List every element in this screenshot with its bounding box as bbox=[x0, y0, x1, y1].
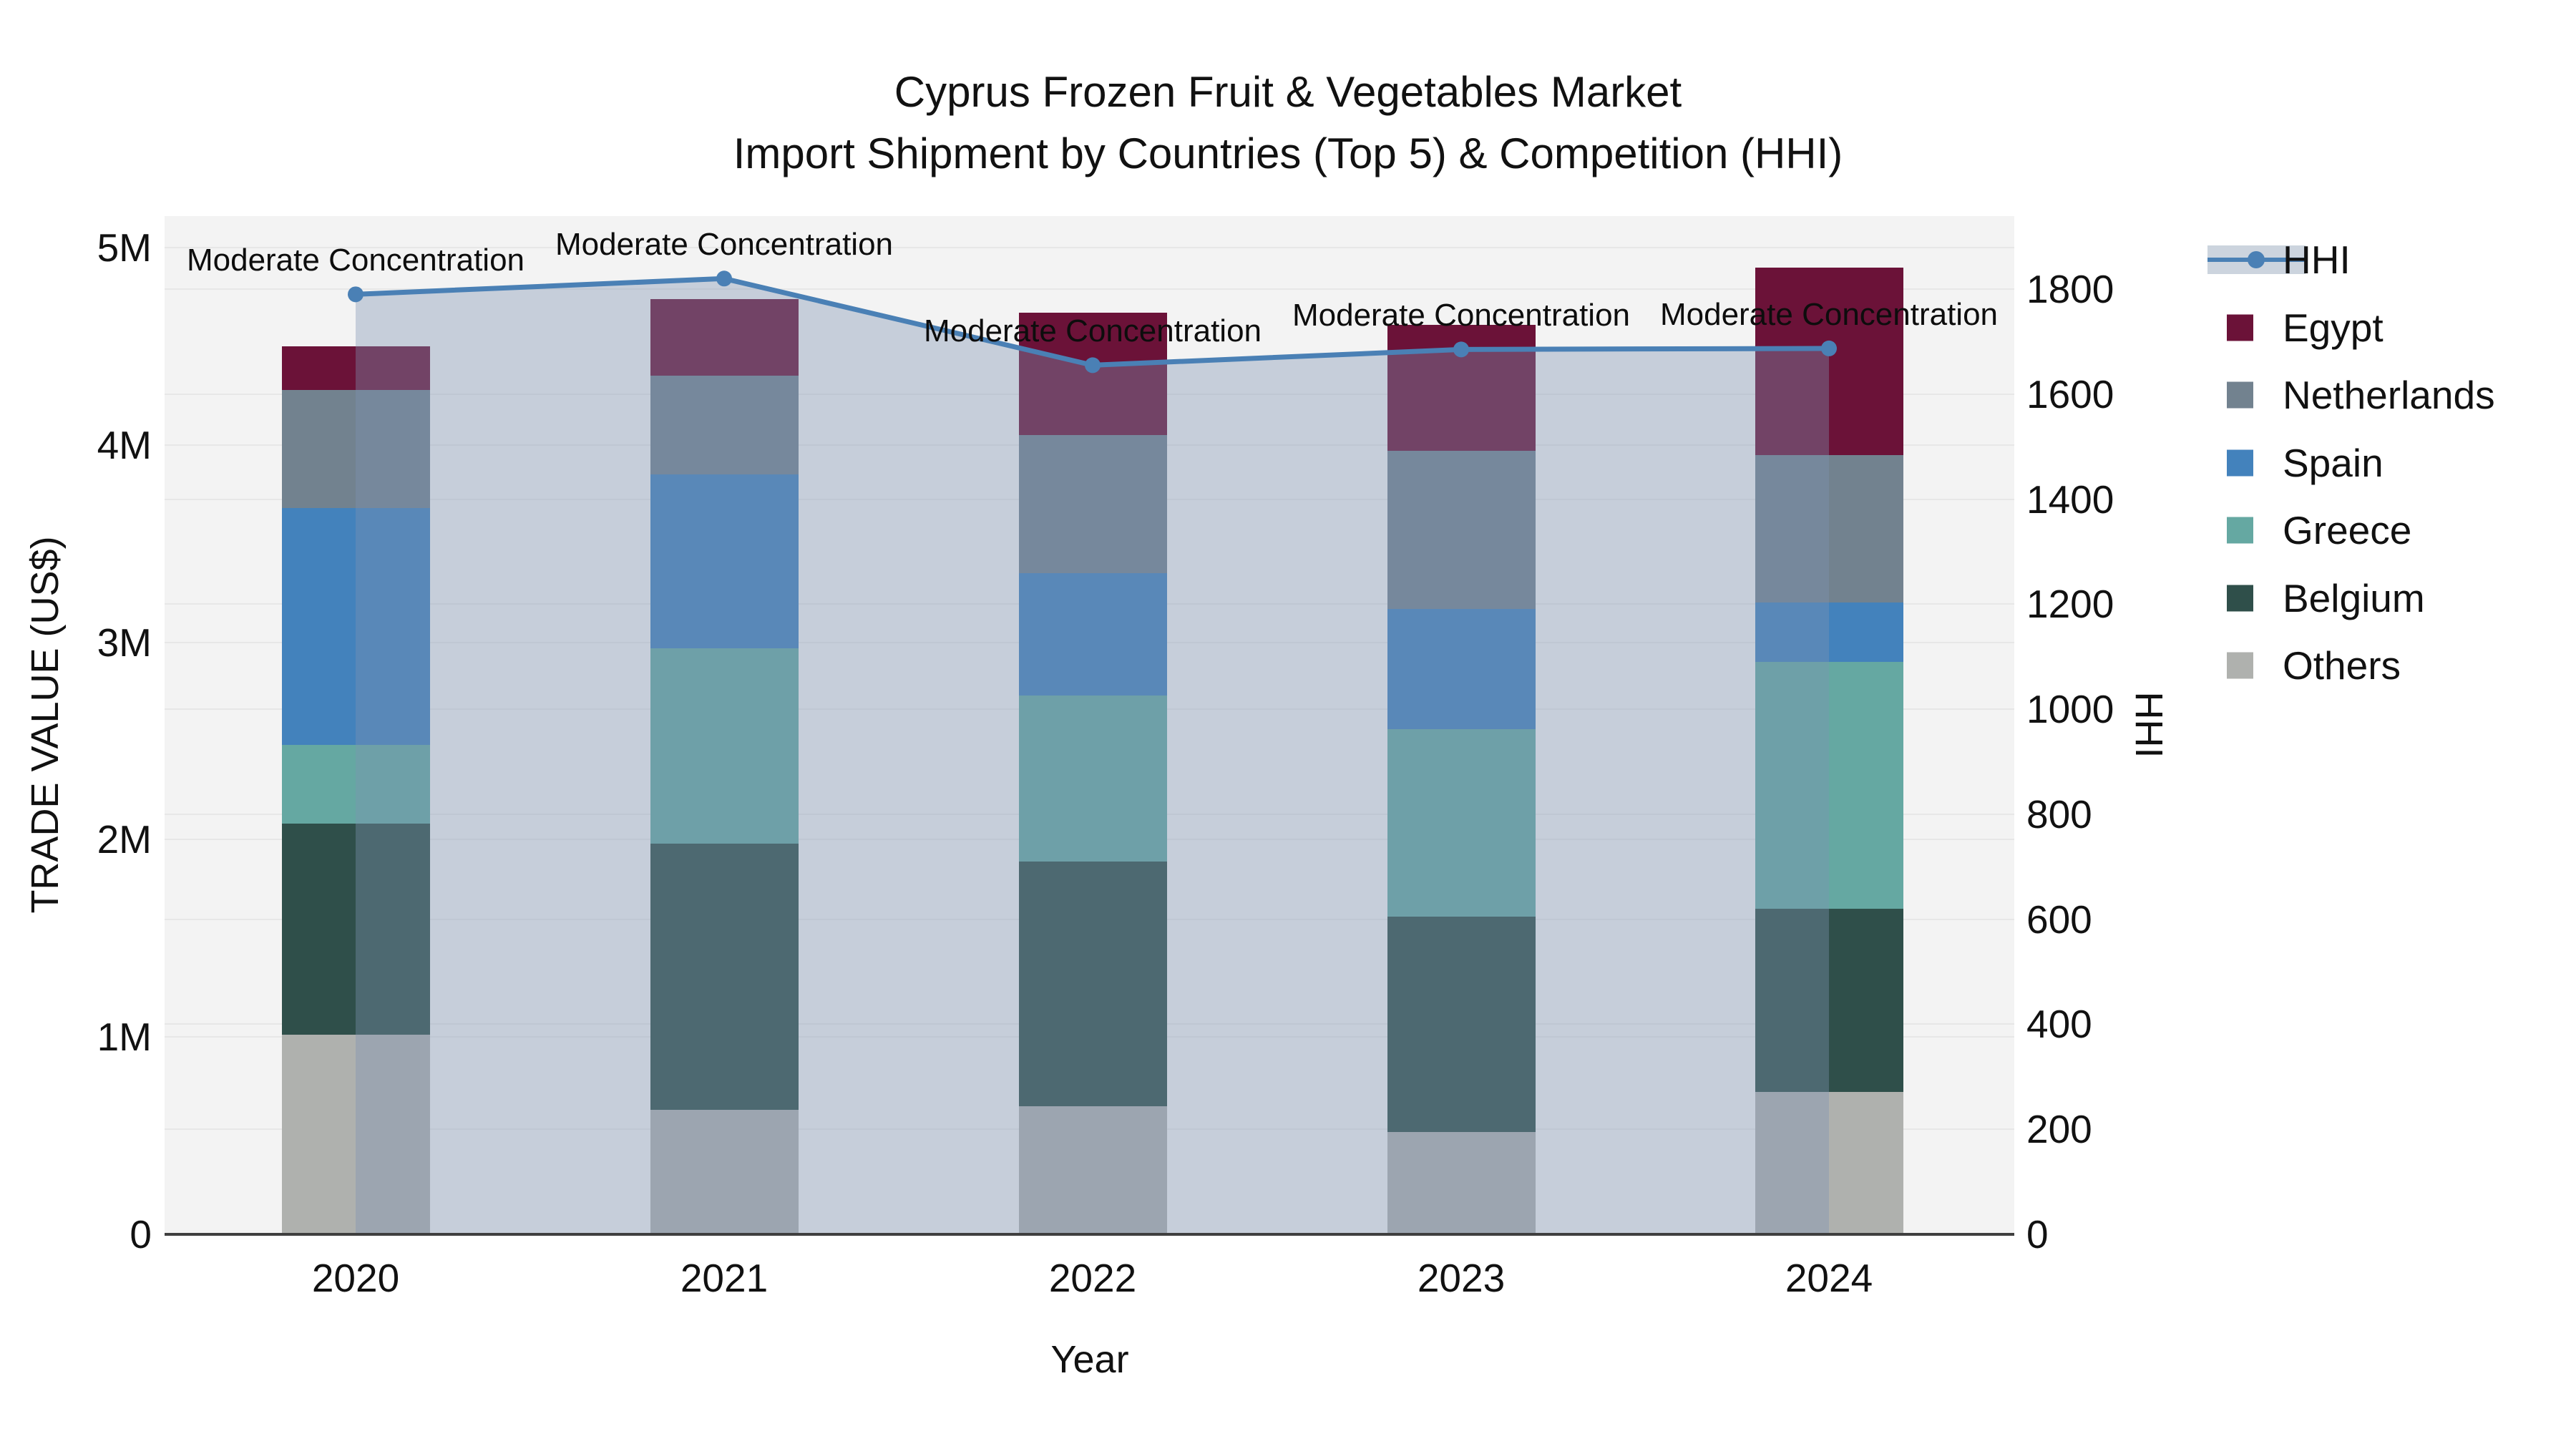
hhi-line-sample bbox=[2207, 245, 2306, 274]
y-right-tick-label: 400 bbox=[2026, 1002, 2092, 1047]
legend-label: Others bbox=[2283, 643, 2401, 688]
gridline bbox=[165, 247, 2014, 248]
y-right-tick-label: 1800 bbox=[2026, 266, 2114, 311]
bar-segment-greece-2021[interactable] bbox=[650, 648, 799, 844]
hhi-marker-2022[interactable] bbox=[1085, 357, 1101, 374]
bar-segment-others-2020[interactable] bbox=[281, 1035, 430, 1234]
x-tick-label: 2020 bbox=[311, 1256, 400, 1300]
legend-label: Spain bbox=[2283, 440, 2384, 485]
x-tick-label: 2023 bbox=[1417, 1256, 1506, 1300]
bar-segment-others-2022[interactable] bbox=[1018, 1106, 1167, 1234]
chart-title: Cyprus Frozen Fruit & Vegetables Market … bbox=[0, 62, 2576, 185]
legend-color-swatch bbox=[2227, 585, 2253, 611]
legend-label: Belgium bbox=[2283, 575, 2425, 620]
y-right-tick-label: 0 bbox=[2026, 1212, 2049, 1257]
hhi-marker-2020[interactable] bbox=[348, 286, 364, 303]
y-left-tick-label: 5M bbox=[97, 225, 152, 270]
y-right-tick-label: 800 bbox=[2026, 791, 2092, 836]
bar-segment-netherlands-2023[interactable] bbox=[1387, 451, 1536, 609]
hhi-marker-2024[interactable] bbox=[1821, 340, 1837, 356]
x-axis-title: Year bbox=[1050, 1338, 1129, 1381]
bar-segment-netherlands-2022[interactable] bbox=[1018, 435, 1167, 574]
y-right-tick-label: 1200 bbox=[2026, 582, 2114, 627]
legend-color-swatch bbox=[2227, 517, 2253, 544]
y-right-tick-label: 1400 bbox=[2026, 477, 2114, 522]
bar-segment-netherlands-2024[interactable] bbox=[1755, 454, 1903, 603]
bar-segment-egypt-2024[interactable] bbox=[1755, 267, 1903, 455]
annotation-moderate-concentration-2021: Moderate Concentration bbox=[555, 227, 894, 263]
legend-color-swatch bbox=[2227, 314, 2253, 341]
y-right-tick-label: 600 bbox=[2026, 897, 2092, 942]
hhi-area-fill bbox=[356, 278, 1829, 1234]
x-axis-line bbox=[165, 1233, 2014, 1236]
bar-segment-spain-2020[interactable] bbox=[281, 508, 430, 745]
bar-segment-netherlands-2021[interactable] bbox=[650, 376, 799, 475]
bar-segment-belgium-2021[interactable] bbox=[650, 843, 799, 1111]
bar-segment-belgium-2024[interactable] bbox=[1755, 908, 1903, 1093]
bar-segment-spain-2021[interactable] bbox=[650, 474, 799, 648]
bar-segment-netherlands-2020[interactable] bbox=[281, 389, 430, 509]
right-axis-title: HHI bbox=[2127, 691, 2170, 758]
bar-segment-belgium-2022[interactable] bbox=[1018, 861, 1167, 1106]
y-right-tick-label: 1000 bbox=[2026, 687, 2114, 732]
y-left-tick-label: 3M bbox=[97, 620, 152, 665]
legend-label: Netherlands bbox=[2283, 373, 2495, 417]
bar-segment-greece-2024[interactable] bbox=[1755, 662, 1903, 909]
y-axis-title: TRADE VALUE (US$) bbox=[24, 536, 67, 914]
annotation-moderate-concentration-2024: Moderate Concentration bbox=[1659, 296, 1999, 332]
x-tick-label: 2021 bbox=[680, 1256, 769, 1300]
x-tick-label: 2024 bbox=[1785, 1256, 1873, 1300]
y-left-tick-label: 2M bbox=[97, 817, 152, 862]
bar-segment-belgium-2020[interactable] bbox=[281, 824, 430, 1035]
chart-title-line1: Cyprus Frozen Fruit & Vegetables Market bbox=[894, 68, 1682, 116]
legend-color-swatch bbox=[2227, 449, 2253, 476]
bar-segment-spain-2024[interactable] bbox=[1755, 602, 1903, 663]
hhi-marker-2021[interactable] bbox=[716, 270, 732, 287]
legend-color-swatch bbox=[2227, 381, 2253, 409]
bar-segment-greece-2020[interactable] bbox=[281, 745, 430, 824]
annotation-moderate-concentration-2020: Moderate Concentration bbox=[186, 243, 525, 278]
annotation-moderate-concentration-2022: Moderate Concentration bbox=[923, 313, 1262, 349]
bar-segment-belgium-2023[interactable] bbox=[1387, 916, 1536, 1132]
bar-segment-egypt-2020[interactable] bbox=[281, 346, 430, 390]
bar-segment-others-2021[interactable] bbox=[650, 1110, 799, 1234]
y-right-tick-label: 200 bbox=[2026, 1107, 2092, 1152]
x-tick-label: 2022 bbox=[1048, 1256, 1137, 1300]
legend-label: HHI bbox=[2283, 238, 2351, 282]
bar-segment-egypt-2021[interactable] bbox=[650, 298, 799, 376]
bar-segment-spain-2022[interactable] bbox=[1018, 573, 1167, 696]
legend-label: Greece bbox=[2283, 508, 2412, 552]
hhi-marker-2023[interactable] bbox=[1453, 341, 1469, 358]
bar-segment-others-2024[interactable] bbox=[1755, 1092, 1903, 1234]
legend-color-swatch bbox=[2227, 652, 2253, 679]
bar-segment-others-2023[interactable] bbox=[1387, 1131, 1536, 1234]
y-left-tick-label: 0 bbox=[130, 1212, 152, 1257]
bar-segment-egypt-2022[interactable] bbox=[1018, 313, 1167, 435]
chart-title-line2: Import Shipment by Countries (Top 5) & C… bbox=[733, 130, 1843, 177]
annotation-moderate-concentration-2023: Moderate Concentration bbox=[1292, 298, 1631, 333]
gridline bbox=[165, 288, 2014, 290]
y-left-tick-label: 4M bbox=[97, 422, 152, 467]
y-left-tick-label: 1M bbox=[97, 1015, 152, 1060]
bar-segment-spain-2023[interactable] bbox=[1387, 608, 1536, 729]
bar-segment-greece-2023[interactable] bbox=[1387, 728, 1536, 917]
y-right-tick-label: 1600 bbox=[2026, 371, 2114, 416]
legend-label: Egypt bbox=[2283, 305, 2384, 350]
bar-segment-greece-2022[interactable] bbox=[1018, 696, 1167, 862]
